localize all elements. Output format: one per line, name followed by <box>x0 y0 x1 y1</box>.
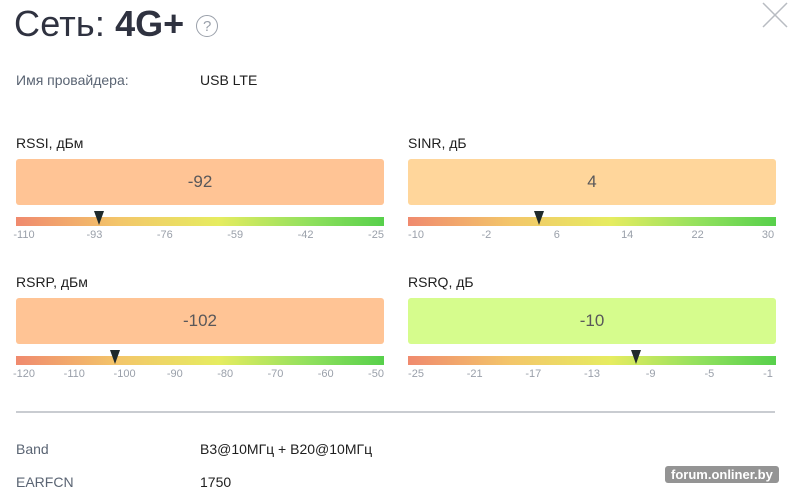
scale-tick-label: -25 <box>408 368 424 380</box>
scale-ticks: -110 -93 -76 -59 -42 -25 <box>13 229 384 243</box>
scale-ticks: -120 -110 -100 -90 -80 -70 -60 -50 <box>12 368 384 382</box>
scale-tick-label: -5 <box>704 368 715 380</box>
scale-tick-label: -42 <box>297 229 314 241</box>
provider-label: Имя провайдера: <box>16 72 129 88</box>
marker-icon <box>631 350 641 364</box>
scale-tick-label: -70 <box>267 368 284 380</box>
scale-tick-label: -100 <box>113 368 136 380</box>
metric-label: RSSI, дБм <box>16 135 84 151</box>
signal-scale-bar <box>16 356 384 365</box>
scale-tick-label: -80 <box>217 368 234 380</box>
metric-label: SINR, дБ <box>408 135 467 151</box>
earfcn-value: 1750 <box>200 474 232 490</box>
scale-tick-label: -50 <box>368 368 384 380</box>
metric-sinr: SINR, дБ 4 -10 -2 6 14 22 30 <box>408 135 776 241</box>
close-icon[interactable] <box>760 0 790 30</box>
metric-value-box: -92 <box>16 159 384 205</box>
metric-rsrq: RSRQ, дБ -10 -25 -21 -17 -13 -9 -5 -1 <box>408 274 776 380</box>
marker-icon <box>109 350 120 364</box>
scale-tick-label: 30 <box>761 229 775 241</box>
watermark: forum.onliner.by <box>665 466 779 483</box>
metric-value-box: -10 <box>408 298 776 344</box>
scale-tick-label: 6 <box>553 229 560 241</box>
band-value: B3@10МГц + B20@10МГц <box>200 441 373 457</box>
marker-icon <box>534 211 545 225</box>
metric-rssi: RSSI, дБм -92 -110 -93 -76 -59 -42 -25 <box>13 135 384 241</box>
signal-scale-bar <box>408 356 776 365</box>
metric-value-box: -102 <box>16 298 384 344</box>
metric-value-box: 4 <box>408 159 776 205</box>
scale-tick-label: -1 <box>763 368 773 380</box>
band-label: Band <box>16 441 49 457</box>
scale-tick-label: -60 <box>317 368 334 380</box>
earfcn-label: EARFCN <box>16 474 74 490</box>
scale-tick-label: 22 <box>691 229 704 241</box>
scale-tick-label: -90 <box>166 368 183 380</box>
signal-scale-bar <box>408 217 776 226</box>
scale-tick-label: -76 <box>156 229 173 241</box>
scale-tick-label: -13 <box>584 368 600 380</box>
scale-tick-label: -21 <box>466 368 483 380</box>
scale-tick-label: -110 <box>63 368 85 380</box>
page-title: Сеть: <box>14 3 106 44</box>
metric-rsrp: RSRP, дБм -102 -120 -110 -100 -90 -80 -70 -60-… <box>13 274 384 380</box>
scale-ticks: -10 -2 6 14 22 30 <box>408 229 776 243</box>
provider-value: USB LTE <box>200 72 258 88</box>
scale-tick-label: -120 <box>12 368 36 380</box>
scale-tick-label: -110 <box>13 229 35 241</box>
scale-ticks: -25 -21 -17 -13 -9 -5 -1 <box>408 368 776 382</box>
marker-icon <box>93 211 104 225</box>
section-divider <box>16 411 775 413</box>
metric-label: RSRQ, дБ <box>408 274 474 290</box>
scale-tick-label: -93 <box>86 229 103 241</box>
scale-tick-label: -17 <box>525 368 542 380</box>
network-type: 4G+ <box>115 3 185 44</box>
scale-tick-label: -9 <box>645 368 656 380</box>
scale-tick-label: -2 <box>481 229 492 241</box>
scale-tick-label: -25 <box>368 229 384 241</box>
scale-tick-label: -10 <box>408 229 424 241</box>
header: Сеть: 4G+ ? <box>14 3 219 44</box>
scale-tick-label: -59 <box>227 229 244 241</box>
scale-tick-label: 14 <box>621 229 634 241</box>
signal-scale-bar <box>16 217 384 226</box>
metric-label: RSRP, дБм <box>16 274 88 290</box>
question-circle-icon[interactable]: ? <box>196 15 219 37</box>
